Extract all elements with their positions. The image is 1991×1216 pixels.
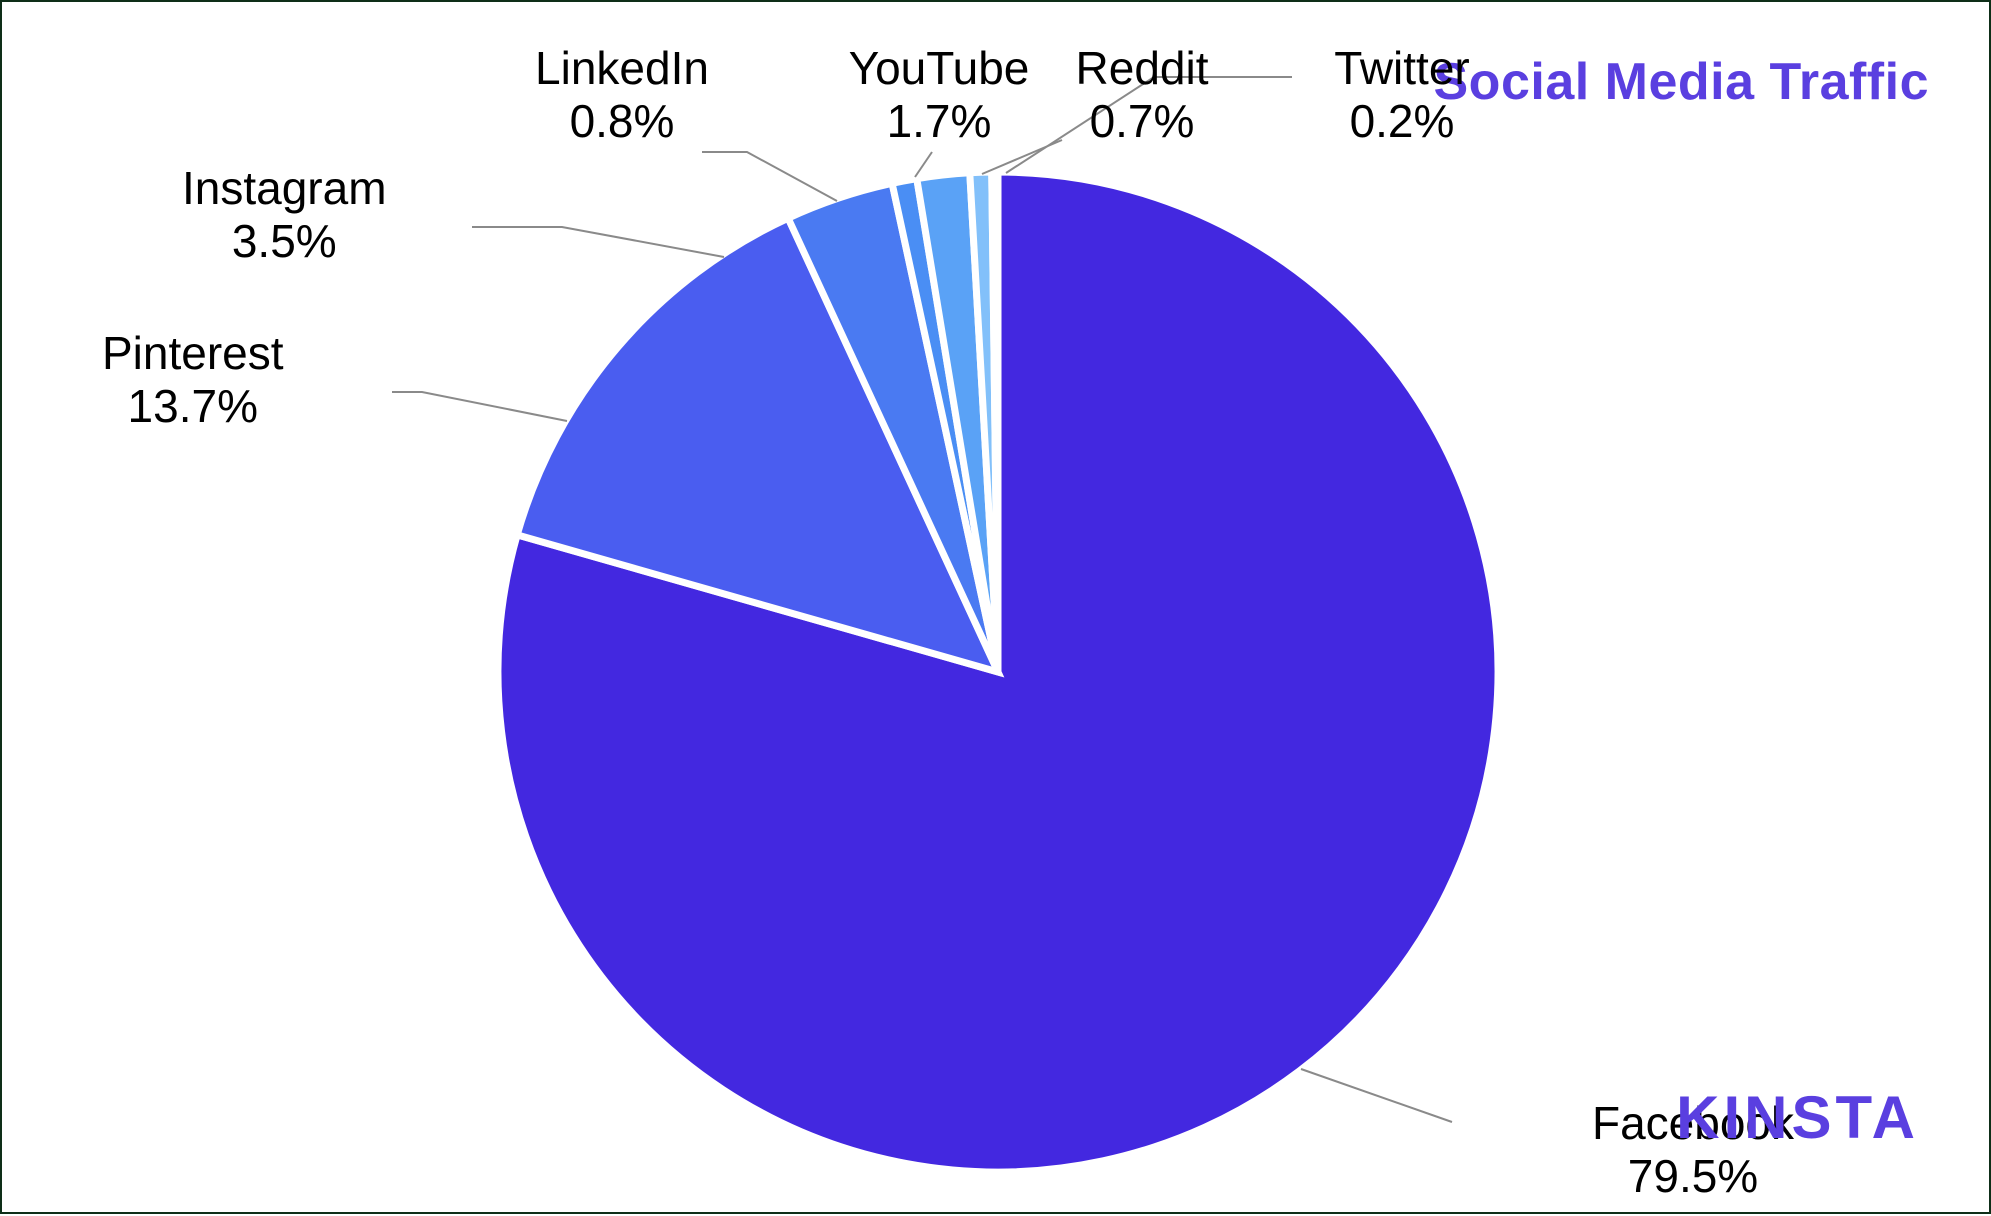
leader-line-instagram bbox=[472, 227, 724, 257]
callout-value: 0.2% bbox=[1334, 95, 1469, 148]
brand-logo: KINSTA bbox=[1676, 1083, 1919, 1152]
callout-linkedin: LinkedIn0.8% bbox=[535, 42, 709, 148]
callout-twitter: Twitter0.2% bbox=[1334, 42, 1469, 148]
callout-label: Reddit bbox=[1076, 42, 1209, 95]
callout-label: YouTube bbox=[849, 42, 1030, 95]
leader-line-facebook bbox=[1301, 1069, 1452, 1122]
callout-youtube: YouTube1.7% bbox=[849, 42, 1030, 148]
callout-value: 79.5% bbox=[1592, 1150, 1794, 1203]
callout-label: Pinterest bbox=[102, 327, 284, 380]
callout-label: Instagram bbox=[182, 162, 387, 215]
leader-line-pinterest bbox=[392, 392, 567, 421]
callout-value: 13.7% bbox=[102, 380, 284, 433]
callout-instagram: Instagram3.5% bbox=[182, 162, 387, 268]
callout-value: 1.7% bbox=[849, 95, 1030, 148]
callout-value: 0.7% bbox=[1076, 95, 1209, 148]
chart-frame: Social Media Traffic Facebook79.5%Pinter… bbox=[0, 0, 1991, 1214]
leader-line-linkedin bbox=[702, 152, 837, 201]
callout-value: 3.5% bbox=[182, 215, 387, 268]
callout-pinterest: Pinterest13.7% bbox=[102, 327, 284, 433]
callout-label: LinkedIn bbox=[535, 42, 709, 95]
callout-value: 0.8% bbox=[535, 95, 709, 148]
callout-label: Twitter bbox=[1334, 42, 1469, 95]
callout-reddit: Reddit0.7% bbox=[1076, 42, 1209, 148]
